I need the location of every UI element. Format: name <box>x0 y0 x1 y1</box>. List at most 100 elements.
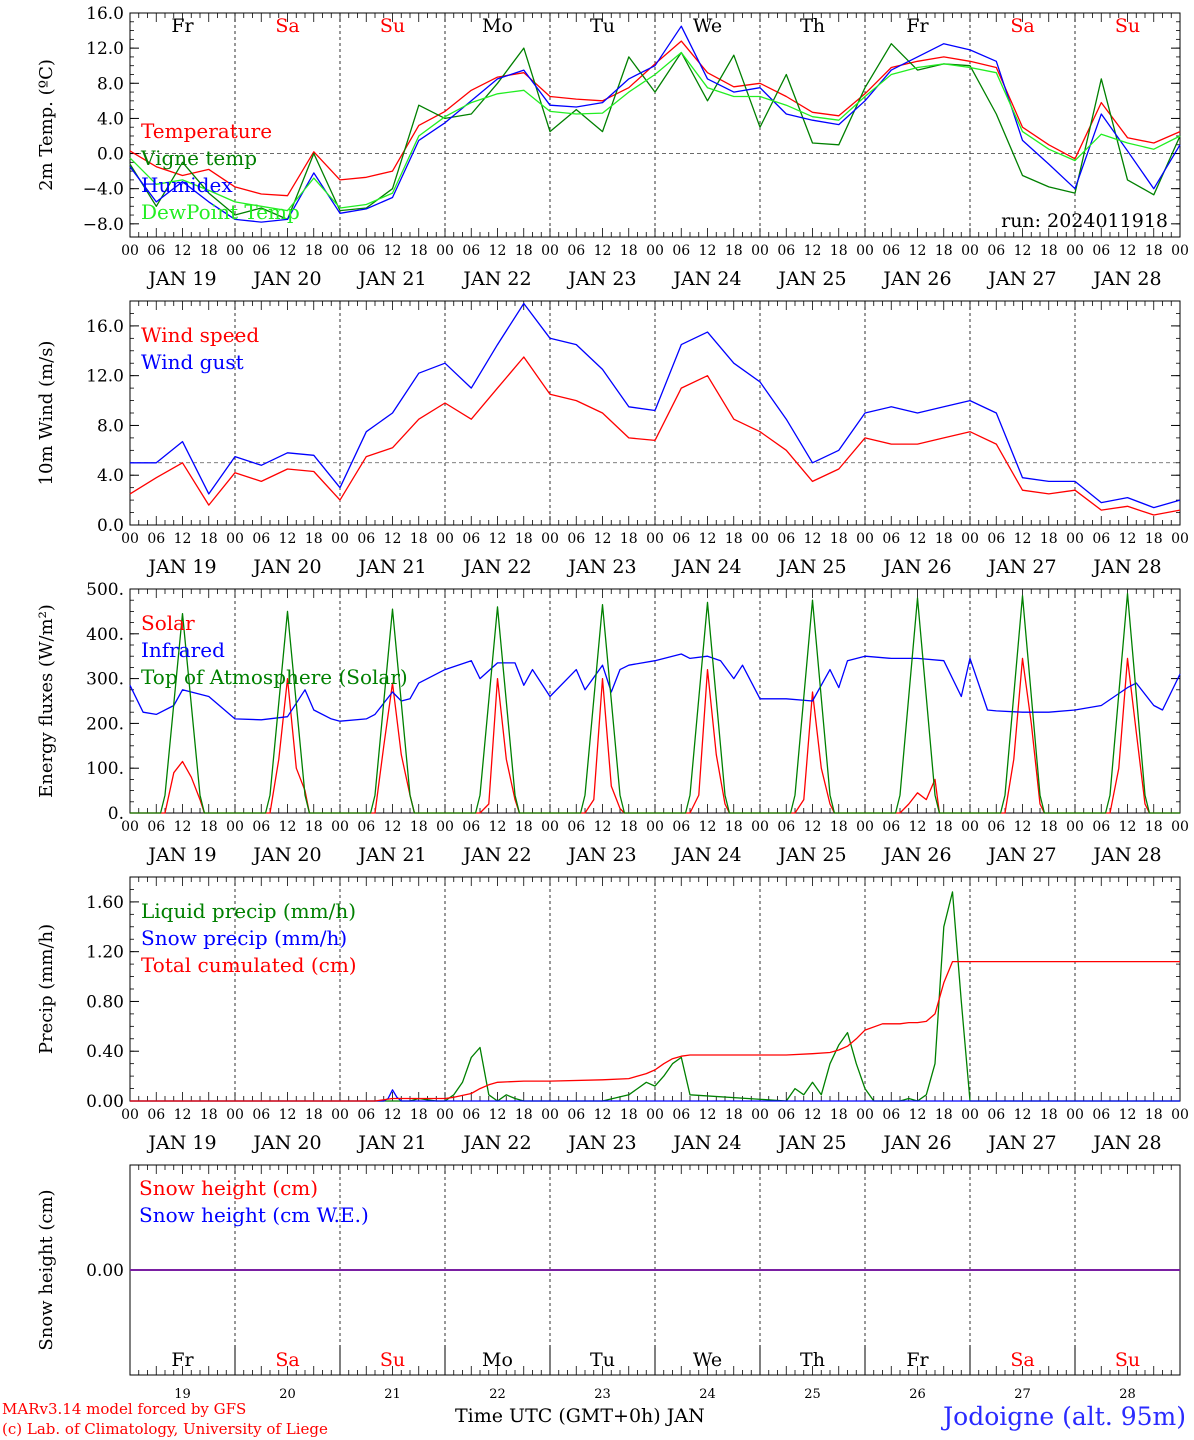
day-name: Su <box>380 15 405 37</box>
hour-tick-label: 12 <box>489 243 507 259</box>
date-label: JAN 20 <box>251 268 321 290</box>
date-label: JAN 21 <box>356 1132 426 1154</box>
y-tick-label: 12.0 <box>86 39 124 59</box>
date-label: JAN 24 <box>671 1132 741 1154</box>
hour-tick-label: 12 <box>699 531 717 547</box>
date-label: JAN 20 <box>251 556 321 578</box>
date-label: JAN 21 <box>356 556 426 578</box>
day-number: 22 <box>489 1387 506 1402</box>
day-number: 19 <box>174 1387 191 1402</box>
day-number: 25 <box>804 1387 821 1402</box>
hour-tick-label: 06 <box>252 819 270 835</box>
hour-tick-label: 06 <box>567 1107 585 1123</box>
hour-tick-label: 18 <box>620 819 638 835</box>
y-axis-label: Snow height (cm) <box>36 1189 57 1350</box>
y-tick-label: 1.20 <box>86 943 124 963</box>
date-label: JAN 23 <box>566 844 636 866</box>
hour-tick-label: 18 <box>515 1107 533 1123</box>
hour-tick-label: 12 <box>909 531 927 547</box>
y-tick-label: 1.60 <box>86 893 124 913</box>
day-name: Fr <box>906 15 929 37</box>
hour-tick-label: 12 <box>279 243 297 259</box>
hour-tick-label: 18 <box>620 243 638 259</box>
day-name: Su <box>380 1349 405 1371</box>
y-tick-label: 200. <box>86 714 124 734</box>
hour-tick-label: 00 <box>646 243 664 259</box>
day-name: Sa <box>1010 15 1034 37</box>
hour-tick-label: 12 <box>489 531 507 547</box>
hour-tick-label: 18 <box>410 819 428 835</box>
hour-tick-label: 06 <box>567 819 585 835</box>
hour-tick-label: 12 <box>489 1107 507 1123</box>
y-axis-label: Energy fluxes (W/m²) <box>36 604 57 798</box>
hour-tick-label: 00 <box>541 1107 559 1123</box>
hour-tick-label: 18 <box>515 243 533 259</box>
hour-tick-label: 12 <box>594 819 612 835</box>
hour-tick-label: 18 <box>620 1107 638 1123</box>
hour-tick-label: 00 <box>436 243 454 259</box>
date-label: JAN 24 <box>671 556 741 578</box>
y-tick-label: 500. <box>86 580 124 600</box>
date-label: JAN 23 <box>566 556 636 578</box>
hour-tick-label: 12 <box>699 243 717 259</box>
hour-tick-label: 12 <box>909 1107 927 1123</box>
date-label: JAN 19 <box>146 556 216 578</box>
hour-tick-label: 06 <box>777 243 795 259</box>
y-tick-label: 0.00 <box>86 1261 124 1281</box>
day-name: Mo <box>482 15 513 37</box>
panel-5: 0.00 Snow height (cm) Snow height (cm) Snow… <box>36 1164 1181 1402</box>
hour-tick-label: 00 <box>226 819 244 835</box>
hour-tick-label: 18 <box>1145 531 1163 547</box>
day-name: Tu <box>590 1349 615 1371</box>
day-number: 21 <box>384 1387 401 1402</box>
day-name: Th <box>800 1349 825 1371</box>
x-axis-title: Time UTC (GMT+0h) JAN <box>455 1405 705 1427</box>
day-number: 26 <box>909 1387 926 1402</box>
hour-tick-label: 18 <box>1040 819 1058 835</box>
hour-tick-label: 06 <box>882 243 900 259</box>
legend-entry: Infrared <box>141 638 225 662</box>
hour-tick-label: 18 <box>830 531 848 547</box>
day-number: 24 <box>699 1387 716 1402</box>
hour-tick-label: 06 <box>252 243 270 259</box>
hour-tick-label: 00 <box>856 819 874 835</box>
date-label: JAN 27 <box>986 268 1056 290</box>
hour-tick-label: 06 <box>672 1107 690 1123</box>
hour-tick-label: 06 <box>672 819 690 835</box>
date-label: JAN 23 <box>566 1132 636 1154</box>
hour-tick-label: 00 <box>436 819 454 835</box>
hour-tick-label: 12 <box>594 243 612 259</box>
y-tick-label: 4.0 <box>97 109 124 129</box>
hour-tick-label: 12 <box>594 531 612 547</box>
hour-tick-label: 12 <box>174 1107 192 1123</box>
hour-tick-label: 06 <box>567 243 585 259</box>
hour-tick-label: 06 <box>357 243 375 259</box>
date-label: JAN 28 <box>1091 268 1161 290</box>
hour-tick-label: 12 <box>1014 819 1032 835</box>
series-line-temperature <box>129 40 1181 197</box>
hour-tick-label: 12 <box>279 531 297 547</box>
legend-entry: Total cumulated (cm) <box>141 953 357 977</box>
hour-tick-label: 12 <box>1119 819 1137 835</box>
legend-entry: Liquid precip (mm/h) <box>141 899 356 923</box>
date-label: JAN 28 <box>1091 1132 1161 1154</box>
hour-tick-label: 00 <box>646 1107 664 1123</box>
hour-tick-label: 06 <box>462 1107 480 1123</box>
y-tick-label: 16.0 <box>86 317 124 337</box>
date-label: JAN 26 <box>881 1132 951 1154</box>
hour-tick-label: 12 <box>804 243 822 259</box>
hour-tick-label: 00 <box>751 819 769 835</box>
day-number: 27 <box>1014 1387 1031 1402</box>
day-name: Sa <box>1010 1349 1034 1371</box>
hour-tick-label: 18 <box>1040 243 1058 259</box>
date-label: JAN 27 <box>986 556 1056 578</box>
hour-tick-label: 06 <box>147 243 165 259</box>
legend-entry: Wind gust <box>141 350 244 374</box>
series-line-vigne-temp <box>129 43 1181 221</box>
y-tick-label: 300. <box>86 670 124 690</box>
day-name: Tu <box>590 15 615 37</box>
hour-tick-label: 18 <box>1040 1107 1058 1123</box>
hour-tick-label: 06 <box>777 1107 795 1123</box>
hour-tick-label: 06 <box>252 1107 270 1123</box>
date-label: JAN 22 <box>461 268 531 290</box>
